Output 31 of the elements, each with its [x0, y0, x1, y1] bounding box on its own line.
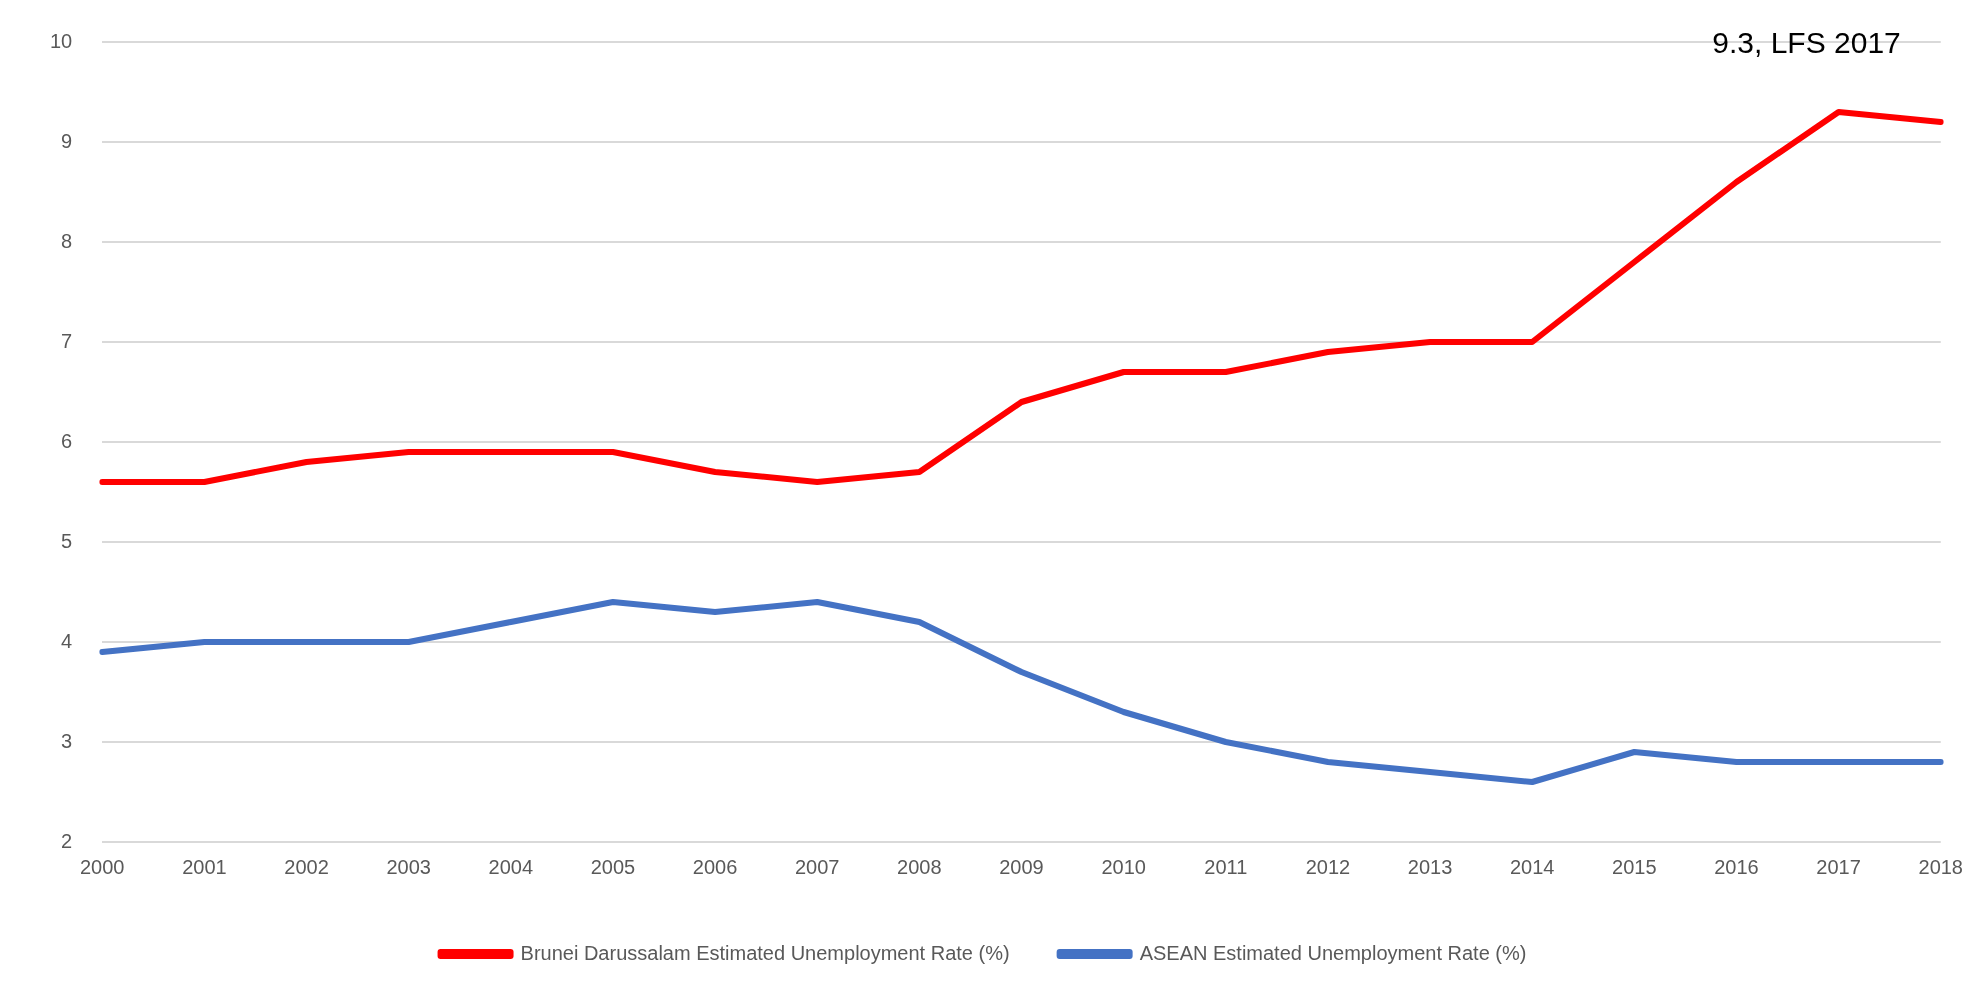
- y-tick-label: 6: [61, 429, 73, 452]
- legend-label: ASEAN Estimated Unemployment Rate (%): [1139, 941, 1527, 964]
- y-tick-label: 4: [61, 629, 73, 652]
- x-tick-label: 2004: [488, 855, 534, 878]
- y-tick-label: 3: [61, 729, 73, 752]
- x-tick-label: 2008: [897, 855, 942, 878]
- annotation: 9.3, LFS 2017: [1712, 26, 1901, 60]
- x-tick-label: 2006: [692, 855, 738, 878]
- x-tick-label: 2010: [1101, 855, 1146, 878]
- x-tick-label: 2002: [284, 855, 329, 878]
- y-tick-label: 8: [61, 229, 73, 252]
- x-tick-label: 2012: [1305, 855, 1351, 878]
- x-tick-label: 2017: [1816, 855, 1861, 878]
- x-tick-label: 2000: [80, 855, 125, 878]
- legend-label: Brunei Darussalam Estimated Unemployment Rate (%): [520, 941, 1010, 964]
- x-tick-label: 2007: [794, 855, 840, 878]
- x-tick-label: 2013: [1407, 855, 1453, 878]
- y-tick-label: 2: [61, 829, 73, 852]
- x-tick-label: 2018: [1918, 855, 1963, 878]
- x-tick-label: 2011: [1204, 855, 1248, 878]
- x-tick-label: 2005: [590, 855, 636, 878]
- y-tick-label: 5: [61, 529, 73, 552]
- y-tick-label: 9: [61, 129, 73, 152]
- x-tick-label: 2003: [386, 855, 431, 878]
- x-tick-label: 2016: [1714, 855, 1759, 878]
- y-tick-label: 7: [61, 329, 73, 352]
- x-tick-label: 2009: [999, 855, 1044, 878]
- x-tick-label: 2015: [1612, 855, 1657, 878]
- y-tick-label: 10: [50, 29, 73, 52]
- x-tick-label: 2001: [182, 855, 227, 878]
- x-tick-label: 2014: [1509, 855, 1555, 878]
